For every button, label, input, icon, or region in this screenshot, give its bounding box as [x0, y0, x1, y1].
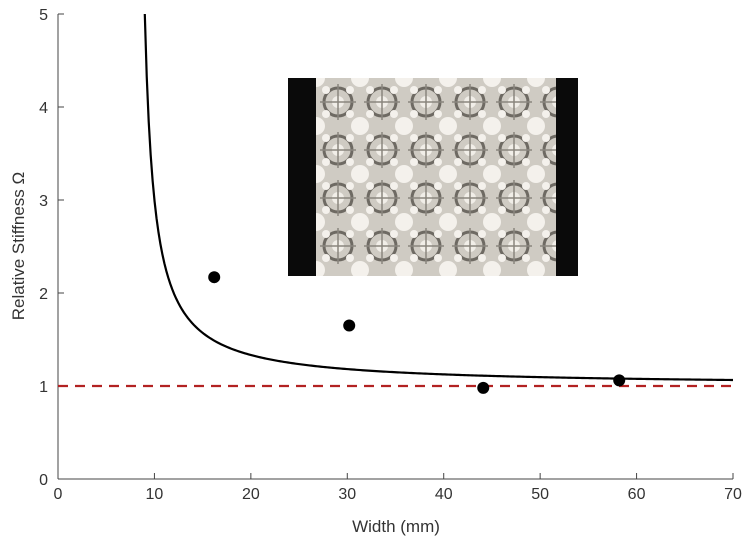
y-tick-label: 4	[39, 100, 48, 117]
y-tick-label: 1	[39, 379, 48, 396]
inset-lattice	[316, 78, 556, 276]
x-tick-label: 50	[531, 486, 549, 503]
y-tick-label: 3	[39, 193, 48, 210]
x-tick-label: 70	[724, 486, 742, 503]
x-tick-label: 60	[628, 486, 646, 503]
data-point	[613, 374, 626, 387]
y-axis-title: Relative Stiffness Ω	[9, 172, 28, 320]
y-ticks: 0 1 2 3 4 5	[39, 7, 64, 489]
x-tick-label: 0	[54, 486, 63, 503]
data-point	[208, 271, 221, 284]
x-tick-label: 10	[146, 486, 164, 503]
y-tick-label: 5	[39, 7, 48, 24]
x-tick-label: 40	[435, 486, 453, 503]
inset-photo	[288, 78, 578, 276]
x-axis-title: Width (mm)	[352, 517, 440, 536]
axes	[57, 14, 733, 480]
y-tick-label: 0	[39, 472, 48, 489]
x-tick-label: 20	[242, 486, 260, 503]
data-point	[343, 319, 356, 332]
y-tick-label: 2	[39, 286, 48, 303]
x-tick-label: 30	[338, 486, 356, 503]
x-ticks: 0 10 20 30 40 50 60 70	[54, 473, 742, 503]
data-points	[208, 271, 626, 394]
data-point	[477, 381, 490, 394]
fit-curve	[143, 13, 734, 382]
